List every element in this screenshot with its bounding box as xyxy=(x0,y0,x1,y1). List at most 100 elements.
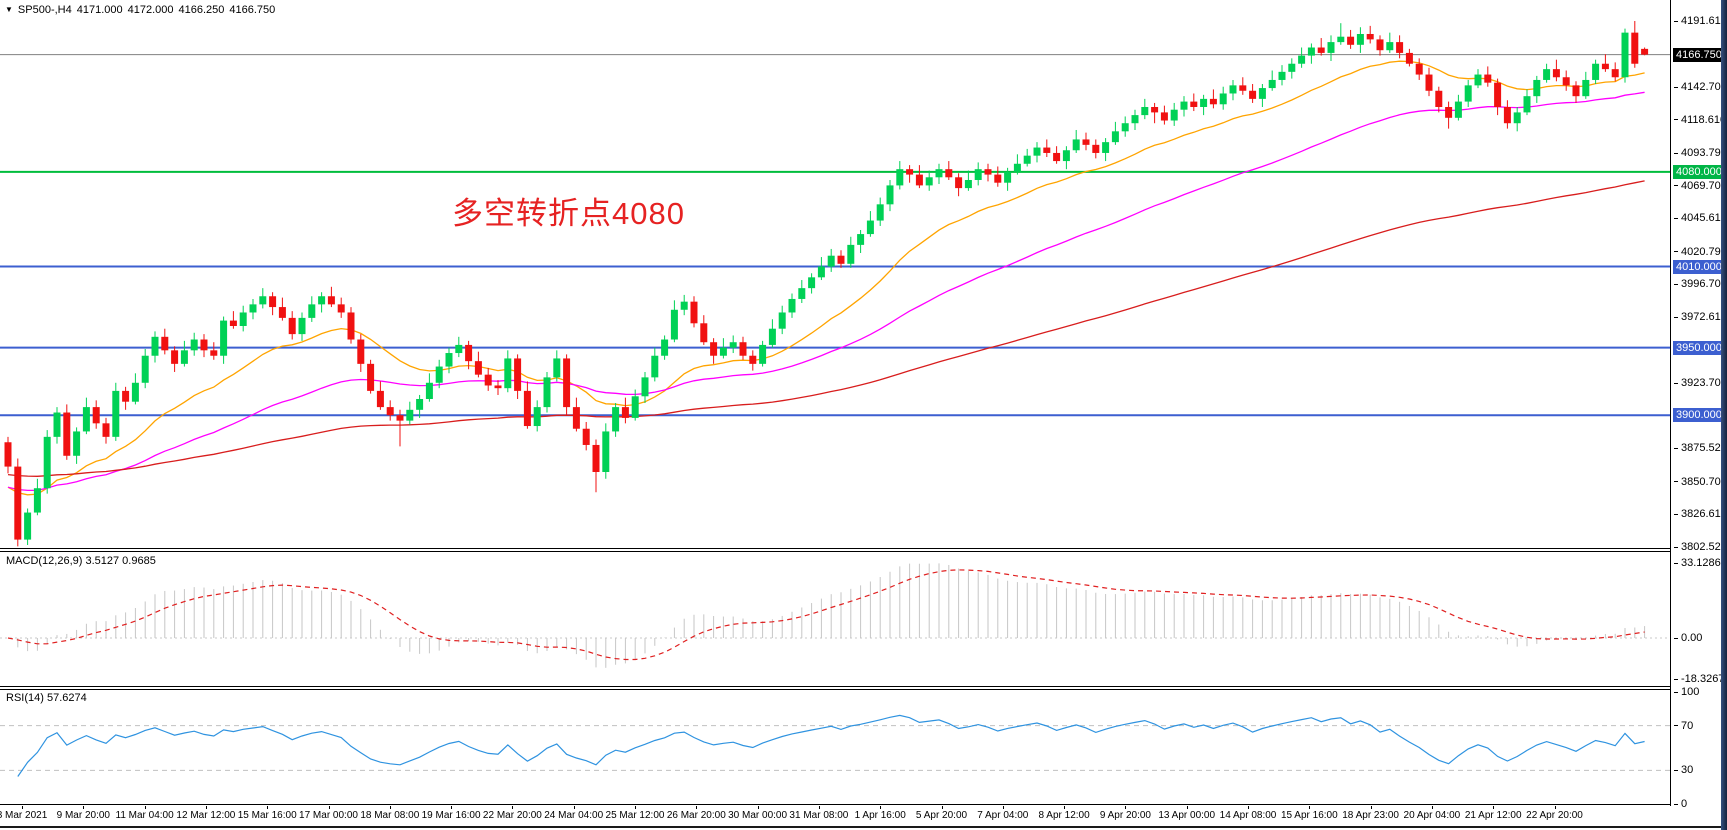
level-price-tag: 4080.000 xyxy=(1673,164,1725,179)
macd-signal-line xyxy=(7,569,1645,661)
time-tick-label: 9 Apr 20:00 xyxy=(1099,810,1151,821)
rsi-indicator-label: RSI(14) 57.6274 xyxy=(6,692,87,704)
fast-ma-line xyxy=(7,60,1645,496)
time-tick-label: 8 Mar 2021 xyxy=(0,810,48,821)
price-tick-label: 4191.610 xyxy=(1674,14,1727,28)
time-tick-mark xyxy=(1186,806,1188,809)
annotation-text: 多空转折点4080 xyxy=(452,196,685,231)
time-tick-mark xyxy=(573,806,575,809)
price-axis[interactable]: 4191.610 4142.700 4118.610 4093.790 4069.700… xyxy=(1672,0,1727,810)
price-tick-label: 4118.610 xyxy=(1674,113,1726,127)
horizontal-scrollbar[interactable] xyxy=(0,826,1727,828)
time-tick-label: 22 Apr 20:00 xyxy=(1526,810,1583,821)
price-tick-label: 3972.610 xyxy=(1674,310,1727,324)
time-tick-label: 30 Mar 00:00 xyxy=(728,810,788,821)
time-tick-label: 26 Mar 20:00 xyxy=(666,810,726,821)
time-tick-label: 18 Mar 08:00 xyxy=(360,810,420,821)
price-tick-label: 3802.520 xyxy=(1674,540,1727,554)
time-tick-label: 19 Mar 16:00 xyxy=(421,810,481,821)
time-tick-mark xyxy=(1309,806,1311,809)
macd-tick-label: 33.1286 xyxy=(1674,556,1721,570)
level-price-tag: 3950.000 xyxy=(1673,340,1725,355)
time-tick-mark xyxy=(696,806,698,809)
price-tick-label: 3923.700 xyxy=(1674,376,1727,390)
rsi-tick-label: 70 xyxy=(1674,719,1693,733)
time-tick-label: 24 Mar 04:00 xyxy=(544,810,604,821)
window-right-edge xyxy=(1721,0,1727,830)
time-tick-label: 20 Apr 04:00 xyxy=(1403,810,1461,821)
symbol-period-label: SP500-,H4 xyxy=(17,4,72,16)
level-price-tag: 3900.000 xyxy=(1673,408,1725,423)
level-price-tag: 4010.000 xyxy=(1673,259,1725,274)
medium-ma-line xyxy=(7,91,1645,492)
time-tick-mark xyxy=(451,806,453,809)
rsi-tick-label: 0 xyxy=(1674,797,1687,811)
ohlc-high: 4172.000 xyxy=(127,4,174,16)
time-tick-label: 7 Apr 04:00 xyxy=(977,810,1029,821)
current-price-tag: 4166.750 xyxy=(1673,47,1725,62)
time-tick-mark xyxy=(267,806,269,809)
time-tick-label: 17 Mar 00:00 xyxy=(299,810,358,821)
time-tick-mark xyxy=(83,806,85,809)
time-tick-label: 22 Mar 20:00 xyxy=(482,810,542,821)
price-tick-label: 3826.610 xyxy=(1674,507,1727,521)
time-axis[interactable]: 8 Mar 2021 9 Mar 20:00 11 Mar 04:00 12 Mar … xyxy=(0,806,1671,825)
rsi-tick-label: 100 xyxy=(1674,685,1699,699)
price-tick-label: 3875.520 xyxy=(1674,441,1727,455)
rsi-line xyxy=(17,714,1645,777)
time-tick-mark xyxy=(1002,806,1004,809)
time-tick-label: 1 Apr 16:00 xyxy=(854,810,906,821)
time-tick-label: 15 Mar 16:00 xyxy=(237,810,297,821)
macd-indicator-label: MACD(12,26,9) 3.5127 0.9685 xyxy=(6,555,156,567)
price-chart-svg xyxy=(0,0,1671,806)
time-tick-label: 12 Mar 12:00 xyxy=(176,810,236,821)
time-tick-label: 8 Apr 12:00 xyxy=(1038,810,1090,821)
macd-tick-label: 0.00 xyxy=(1674,631,1702,645)
price-tick-label: 4069.700 xyxy=(1674,179,1727,193)
rsi-tick-label: 30 xyxy=(1674,763,1693,777)
time-tick-mark xyxy=(1248,806,1249,809)
time-tick-mark xyxy=(1493,806,1495,809)
time-tick-mark xyxy=(22,806,23,809)
time-tick-mark xyxy=(880,806,882,809)
ohlc-low: 4166.250 xyxy=(178,4,225,16)
price-tick-label: 4093.790 xyxy=(1674,146,1727,160)
time-tick-label: 9 Mar 20:00 xyxy=(56,810,110,821)
time-tick-mark xyxy=(1064,806,1066,809)
time-tick-mark xyxy=(1431,806,1433,809)
ohlc-open: 4171.000 xyxy=(76,4,123,16)
macd-tick-label: -18.3267 xyxy=(1674,672,1724,686)
time-tick-label: 11 Mar 04:00 xyxy=(115,810,174,821)
time-tick-mark xyxy=(512,806,514,809)
time-tick-mark xyxy=(389,806,391,809)
chart-title-bar: ▼ SP500-,H4 4171.000 4172.000 4166.250 4… xyxy=(5,3,275,17)
ohlc-close: 4166.750 xyxy=(229,4,276,16)
time-tick-mark xyxy=(818,806,820,809)
time-tick-label: 31 Mar 08:00 xyxy=(789,810,849,821)
time-tick-mark xyxy=(328,806,330,809)
time-tick-label: 25 Mar 12:00 xyxy=(605,810,665,821)
slow-ma-line xyxy=(7,180,1645,477)
time-tick-mark xyxy=(941,806,943,809)
price-tick-label: 3850.700 xyxy=(1674,475,1727,489)
time-tick-mark xyxy=(144,806,146,809)
time-tick-mark xyxy=(1554,806,1556,809)
time-tick-mark xyxy=(757,806,759,809)
time-tick-label: 13 Apr 00:00 xyxy=(1158,810,1216,821)
price-tick-label: 3996.700 xyxy=(1674,277,1727,291)
time-tick-label: 15 Apr 16:00 xyxy=(1280,810,1338,821)
time-tick-label: 21 Apr 12:00 xyxy=(1464,810,1522,821)
time-tick-mark xyxy=(205,806,207,809)
chart-plot-area[interactable]: 多空转折点4080 xyxy=(0,0,1671,806)
time-tick-label: 18 Apr 23:00 xyxy=(1342,810,1399,821)
time-tick-mark xyxy=(635,806,636,809)
time-tick-mark xyxy=(1370,806,1372,809)
symbol-dropdown-icon[interactable]: ▼ xyxy=(5,5,13,14)
price-tick-label: 4142.700 xyxy=(1674,80,1727,94)
time-tick-mark xyxy=(1125,806,1127,809)
price-tick-label: 4020.790 xyxy=(1674,245,1727,259)
time-tick-label: 14 Apr 08:00 xyxy=(1219,810,1277,821)
price-tick-label: 4045.610 xyxy=(1674,211,1727,225)
time-tick-label: 5 Apr 20:00 xyxy=(915,810,968,821)
